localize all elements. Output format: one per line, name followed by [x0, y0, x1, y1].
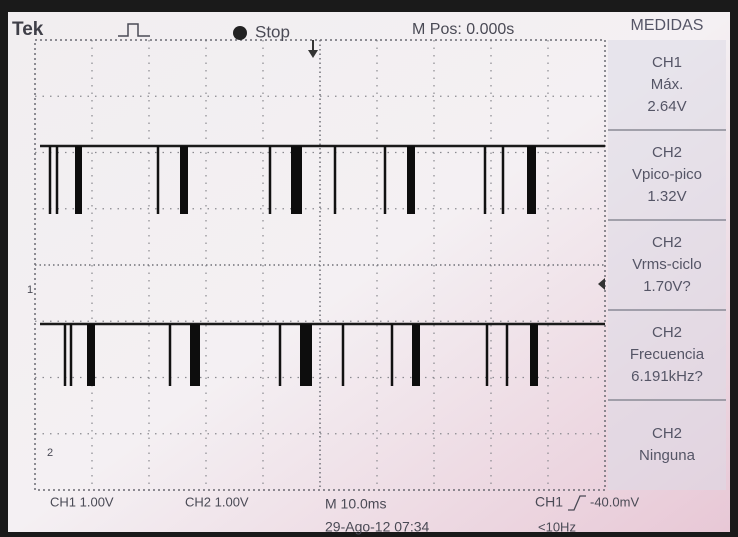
- measure-name: Vpico-pico: [632, 166, 702, 183]
- brand: Tek: [12, 19, 44, 40]
- pulse: [412, 324, 420, 386]
- trigger-source: CH1: [535, 494, 563, 510]
- trigger-level-text: -40.0mV: [590, 494, 639, 509]
- measure-panel: MEDIDAS CH1 Máx. 2.64V CH2 Vpico-pico 1.32V CH…: [608, 17, 726, 464]
- pulse: [530, 324, 538, 386]
- ch2-scale: CH2 1.00V: [185, 494, 249, 509]
- pulse: [527, 146, 536, 214]
- measure-name: Vrms-ciclo: [632, 256, 701, 273]
- measure-channel: CH2: [652, 324, 682, 341]
- ch1-marker: 1: [27, 284, 33, 296]
- position: M Pos: 0.000s: [412, 21, 514, 38]
- stop-dot: [233, 26, 247, 40]
- waveforms: [40, 144, 605, 386]
- pulse: [407, 146, 415, 214]
- date: 29-Ago-12 07:34: [325, 519, 430, 535]
- measure-channel: CH2: [652, 144, 682, 161]
- frequency: <10Hz: [538, 519, 576, 534]
- measure-channel: CH2: [652, 425, 682, 442]
- pulse: [291, 146, 302, 214]
- measure-channel: CH1: [652, 54, 682, 71]
- graticule: [35, 40, 605, 490]
- measure-name: Frecuencia: [630, 346, 705, 363]
- trigger-icon: [118, 23, 150, 37]
- pulse: [190, 324, 200, 386]
- pulse: [180, 146, 188, 214]
- measure-name: Máx.: [651, 76, 684, 93]
- measure-channel: CH2: [652, 234, 682, 251]
- measure-value: 1.70V?: [643, 278, 691, 295]
- measure-value: 1.32V: [647, 188, 686, 205]
- pulse: [300, 324, 312, 386]
- measure-value: 2.64V: [647, 98, 686, 115]
- panel-title: MEDIDAS: [631, 17, 704, 34]
- ch1-scale: CH1 1.00V: [50, 494, 114, 509]
- state: Stop: [255, 22, 290, 41]
- trigger-slope: [568, 495, 586, 511]
- trigger-position: [308, 50, 318, 58]
- trigger-level: [598, 278, 605, 290]
- pulse: [75, 146, 82, 214]
- graticule-border: [34, 39, 606, 491]
- measure-value: 6.191kHz?: [631, 368, 703, 385]
- pulse: [87, 324, 95, 386]
- panel-bg: [608, 40, 726, 490]
- measure-name: Ninguna: [639, 447, 696, 464]
- ch2-marker: 2: [47, 447, 53, 459]
- timebase: M 10.0ms: [325, 496, 386, 512]
